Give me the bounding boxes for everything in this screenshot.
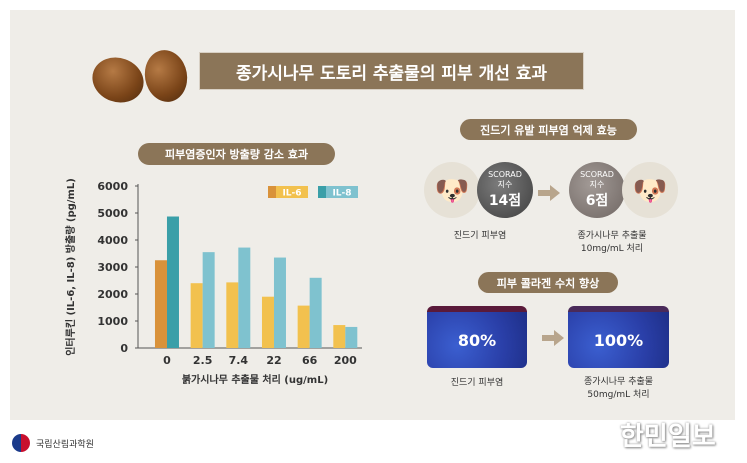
legend-swatch xyxy=(268,186,276,198)
bar-il-6 xyxy=(261,296,274,348)
caption-line: 10mg/mL 처리 xyxy=(580,244,644,254)
y-tick-label: 5000 xyxy=(97,207,128,220)
bar-il-6 xyxy=(226,282,239,348)
mite-section-title: 진드기 유발 피부염 억제 효능 xyxy=(460,119,637,140)
arrow-right-icon xyxy=(538,185,560,201)
arrow-right-icon xyxy=(542,330,564,346)
bar-il-8 xyxy=(238,247,251,348)
x-tick-label: 200 xyxy=(334,354,357,367)
scorad-score: 6점 xyxy=(585,193,609,209)
bar-il-8 xyxy=(273,257,286,348)
scorad-before-badge: SCORAD 지수 14점 xyxy=(477,162,533,218)
bar-il-6 xyxy=(190,283,203,348)
bar-il-8 xyxy=(202,252,215,348)
legend-swatch xyxy=(318,186,326,198)
collagen-before-caption: 진드기 피부염 xyxy=(450,378,504,388)
y-tick-label: 4000 xyxy=(97,234,128,247)
dog-icon: 🐶 xyxy=(622,162,678,218)
y-tick-label: 2000 xyxy=(97,288,128,301)
tissue-after-image: 100% xyxy=(568,306,669,368)
dog-icon: 🐶 xyxy=(424,162,480,218)
scorad-label: SCORAD xyxy=(488,170,522,179)
collagen-before-value: 80% xyxy=(457,330,497,350)
bar-il-6 xyxy=(333,325,346,348)
y-tick-label: 3000 xyxy=(97,261,128,274)
bar-il-8 xyxy=(345,326,358,348)
x-tick-label: 22 xyxy=(266,354,281,367)
bar-il-8 xyxy=(166,216,179,348)
caption-line: 50mg/mL 처리 xyxy=(587,390,650,400)
scorad-sub: 지수 xyxy=(497,180,513,189)
scorad-after-badge: SCORAD 지수 6점 xyxy=(569,162,625,218)
x-tick-label: 7.4 xyxy=(229,354,249,367)
legend-label: IL-6 xyxy=(282,189,301,199)
caption-line: 종가시나무 추출물 xyxy=(583,377,654,387)
x-tick-label: 2.5 xyxy=(193,354,213,367)
collagen-section-title: 피부 콜라겐 수치 향상 xyxy=(478,272,618,293)
tissue-before-image: 80% xyxy=(427,306,527,368)
page-title: 종가시나무 도토리 추출물의 피부 개선 효과 xyxy=(199,52,584,90)
bar-il-8 xyxy=(309,277,322,348)
bar-il-6 xyxy=(297,305,310,348)
y-tick-label: 0 xyxy=(120,342,128,355)
scorad-score: 14점 xyxy=(488,193,522,209)
bar-il-6 xyxy=(154,260,167,348)
org-logo-icon xyxy=(12,434,30,452)
collagen-after-value: 100% xyxy=(593,330,644,350)
chart-title: 피부염증인자 방출량 감소 효과 xyxy=(138,143,335,165)
mite-before-caption: 진드기 피부염 xyxy=(453,231,507,241)
legend-swatch xyxy=(276,186,308,198)
collagen-after-caption: 종가시나무 추출물 50mg/mL 처리 xyxy=(568,376,669,402)
legend-label: IL-8 xyxy=(332,189,351,199)
x-tick-label: 0 xyxy=(163,354,171,367)
y-tick-label: 6000 xyxy=(97,180,128,193)
scorad-sub: 지수 xyxy=(589,180,605,189)
mite-after-caption: 종가시나무 추출물 10mg/mL 처리 xyxy=(562,230,662,256)
x-axis-label: 붉가시나무 추출물 처리 (ug/mL) xyxy=(182,373,328,386)
org-name: 국립산림과학원 xyxy=(36,440,94,450)
y-axis-label: 인터루킨 (IL-6, IL-8) 방출량 (pg/mL) xyxy=(64,178,77,356)
x-tick-label: 66 xyxy=(302,354,318,367)
watermark: 한민일보 xyxy=(620,422,716,452)
y-tick-label: 1000 xyxy=(97,315,128,328)
scorad-label: SCORAD xyxy=(580,170,614,179)
legend-swatch xyxy=(326,186,358,198)
caption-line: 종가시나무 추출물 xyxy=(577,231,647,241)
